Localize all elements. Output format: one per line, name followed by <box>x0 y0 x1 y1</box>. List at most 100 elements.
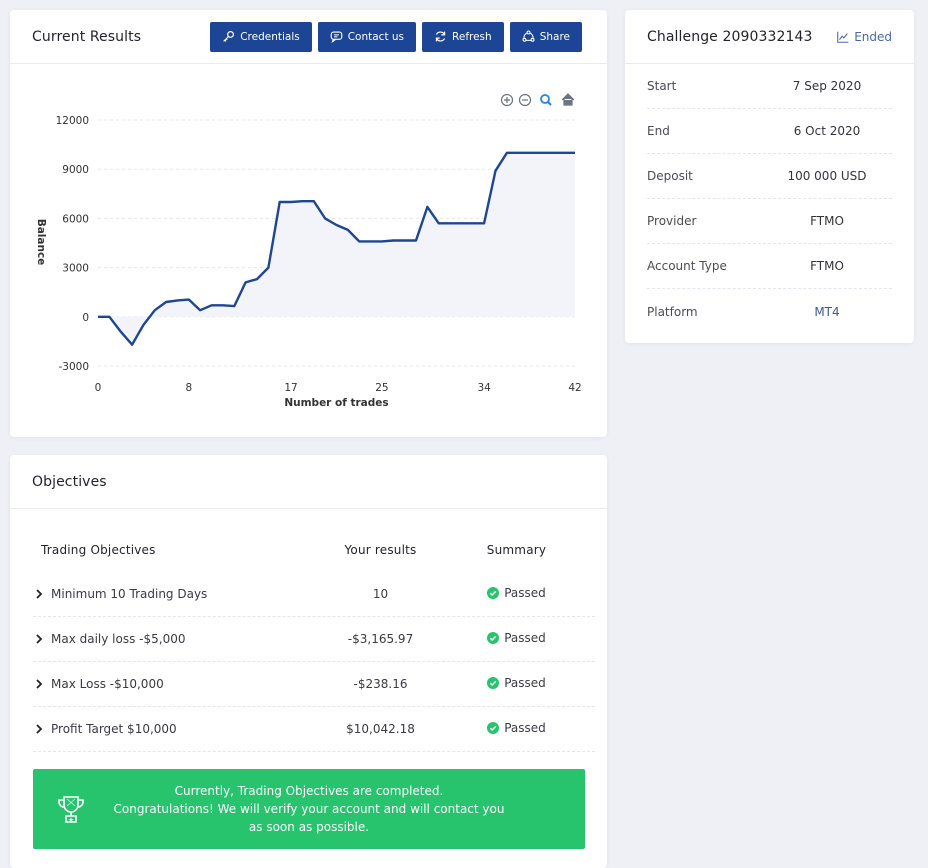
passed-text: Passed <box>504 676 546 690</box>
objectives-card: Objectives Trading Objectives Your resul… <box>10 455 607 868</box>
x-tick-label: 42 <box>568 382 581 394</box>
passed-badge: Passed <box>487 721 546 735</box>
objective-cell: Max Loss -$10,000 <box>33 677 323 691</box>
info-value[interactable]: MT4 <box>814 304 840 319</box>
results-header: Current Results Credentials Contact us R… <box>10 10 607 64</box>
zoom-out-icon[interactable] <box>518 93 532 107</box>
info-label: Deposit <box>647 169 693 183</box>
refresh-icon <box>435 31 446 42</box>
check-circle-icon <box>487 722 500 734</box>
passed-badge: Passed <box>487 631 546 645</box>
x-tick-label: 0 <box>95 382 102 394</box>
share-button[interactable]: Share <box>509 21 582 52</box>
objective-row[interactable]: Minimum 10 Trading Days 10 Passed <box>33 572 595 617</box>
info-value: FTMO <box>810 259 844 273</box>
header-objective: Trading Objectives <box>41 542 156 557</box>
info-row: End 6 Oct 2020 <box>647 109 892 154</box>
results-title: Current Results <box>32 28 142 45</box>
home-icon[interactable] <box>561 93 575 106</box>
y-tick-label: 9000 <box>62 164 89 176</box>
objective-row[interactable]: Max daily loss -$5,000 -$3,165.97 Passed <box>33 617 595 662</box>
chevron-right-icon[interactable] <box>33 678 45 690</box>
trophy-icon <box>58 796 84 823</box>
objective-name: Max Loss -$10,000 <box>51 677 164 691</box>
check-circle-icon <box>487 632 500 644</box>
zoom-in-icon[interactable] <box>500 93 514 107</box>
y-axis-label: Balance <box>35 219 47 266</box>
objective-row[interactable]: Profit Target $10,000 $10,042.18 Passed <box>33 707 595 752</box>
key-icon <box>223 31 235 42</box>
share-icon <box>522 30 535 42</box>
objective-summary: Passed <box>438 586 595 602</box>
objective-cell: Profit Target $10,000 <box>33 722 323 736</box>
series-area <box>98 152 575 345</box>
passed-badge: Passed <box>487 586 546 600</box>
check-circle-icon <box>487 587 500 599</box>
objective-name: Minimum 10 Trading Days <box>51 587 208 601</box>
y-tick-label: 0 <box>82 312 89 324</box>
objective-summary: Passed <box>438 631 595 647</box>
info-value: 6 Oct 2020 <box>793 124 861 138</box>
chat-icon <box>330 31 343 43</box>
success-line-1: Currently, Trading Objectives are comple… <box>174 784 444 798</box>
current-results-card: Current Results Credentials Contact us R… <box>10 10 607 437</box>
y-tick-label: 6000 <box>62 213 89 225</box>
objective-name: Profit Target $10,000 <box>51 722 177 736</box>
balance-chart: -3000 0 3000 6000 9000 12000 0 8 17 25 34 42 Number … <box>35 93 582 409</box>
y-tick-label: 3000 <box>62 263 89 275</box>
info-value: 7 Sep 2020 <box>792 79 862 93</box>
info-label: Platform <box>647 304 698 319</box>
passed-text: Passed <box>504 721 546 735</box>
passed-text: Passed <box>504 586 546 600</box>
chevron-right-icon[interactable] <box>33 588 45 600</box>
chevron-right-icon[interactable] <box>33 633 45 645</box>
info-label: Account Type <box>647 259 727 273</box>
x-axis-label: Number of trades <box>284 397 388 409</box>
passed-text: Passed <box>504 631 546 645</box>
info-row: Platform MT4 <box>647 289 892 334</box>
objective-result: $10,042.18 <box>346 722 415 736</box>
credentials-label: Credentials <box>240 30 300 43</box>
results-actions: Credentials Contact us Refresh Share <box>210 21 582 52</box>
success-line-2: Congratulations! We will verify your acc… <box>113 802 505 834</box>
chart-line-icon <box>837 31 849 43</box>
credentials-button[interactable]: Credentials <box>210 21 312 52</box>
objective-result: -$3,165.97 <box>347 632 414 646</box>
refresh-button[interactable]: Refresh <box>422 21 504 52</box>
y-tick-label: -3000 <box>58 361 89 373</box>
objectives-title: Objectives <box>32 473 107 490</box>
objective-name: Max daily loss -$5,000 <box>51 632 186 646</box>
info-value: 100 000 USD <box>787 169 867 183</box>
objectives-header: Objectives <box>10 455 607 509</box>
share-label: Share <box>539 30 570 43</box>
passed-badge: Passed <box>487 676 546 690</box>
challenge-card: Challenge 2090332143 Ended Start 7 Sep 20… <box>625 10 914 343</box>
challenge-title: Challenge 2090332143 <box>647 28 813 45</box>
info-label: End <box>647 124 670 138</box>
challenge-header: Challenge 2090332143 Ended <box>625 10 914 64</box>
objective-row[interactable]: Max Loss -$10,000 -$238.16 Passed <box>33 662 595 707</box>
objectives-table: Trading Objectives Your results Summary … <box>33 527 595 752</box>
chevron-right-icon[interactable] <box>33 723 45 735</box>
objective-result: 10 <box>372 587 389 601</box>
info-value: FTMO <box>810 214 844 228</box>
x-tick-label: 8 <box>186 382 193 394</box>
header-summary: Summary <box>486 542 547 557</box>
status-badge: Ended <box>836 30 892 44</box>
objective-cell: Minimum 10 Trading Days <box>33 587 323 601</box>
objective-result: -$238.16 <box>353 677 408 691</box>
status-text: Ended <box>854 29 892 44</box>
objective-summary: Passed <box>438 721 595 737</box>
header-result: Your results <box>344 542 417 557</box>
info-label: Provider <box>647 214 697 228</box>
success-message: Currently, Trading Objectives are comple… <box>33 769 585 849</box>
info-label: Start <box>647 79 677 93</box>
contact-button[interactable]: Contact us <box>317 21 417 52</box>
y-tick-label: 12000 <box>56 115 89 127</box>
objectives-table-header: Trading Objectives Your results Summary <box>33 527 595 572</box>
challenge-info-list: Start 7 Sep 2020 End 6 Oct 2020 Deposit 100 0… <box>625 64 914 334</box>
info-row: Account Type FTMO <box>647 244 892 289</box>
x-tick-label: 25 <box>375 382 388 394</box>
info-row: Deposit 100 000 USD <box>647 154 892 199</box>
zoom-icon[interactable] <box>540 94 552 106</box>
